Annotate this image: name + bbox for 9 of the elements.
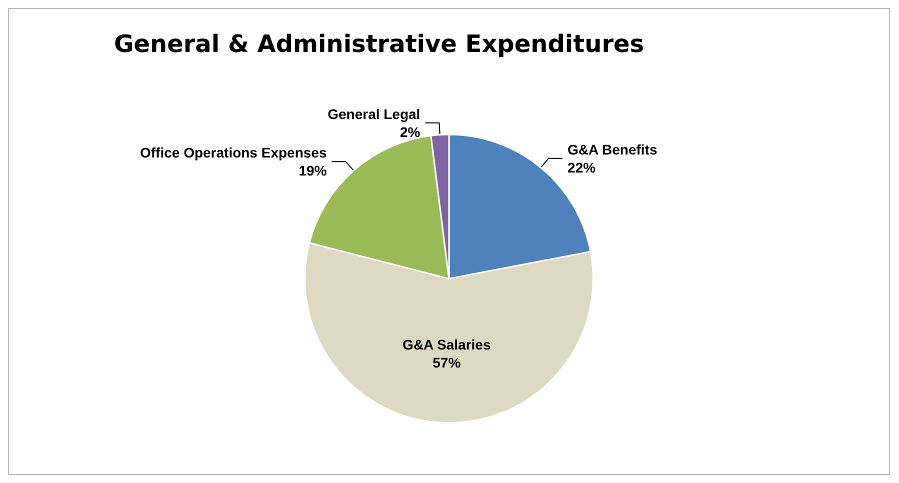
slice-label: General Legal bbox=[328, 106, 420, 122]
data-label: 19% bbox=[298, 162, 328, 179]
slice-label: Office Operations Expenses bbox=[140, 144, 327, 161]
data-label: 2% bbox=[400, 124, 421, 140]
slice-label: G&A Benefits bbox=[568, 141, 658, 158]
slice-label: G&A Salaries bbox=[402, 336, 491, 353]
data-label: 57% bbox=[432, 354, 462, 371]
chart-title: General & Administrative Expenditures bbox=[114, 30, 644, 58]
data-label: 22% bbox=[568, 159, 596, 176]
